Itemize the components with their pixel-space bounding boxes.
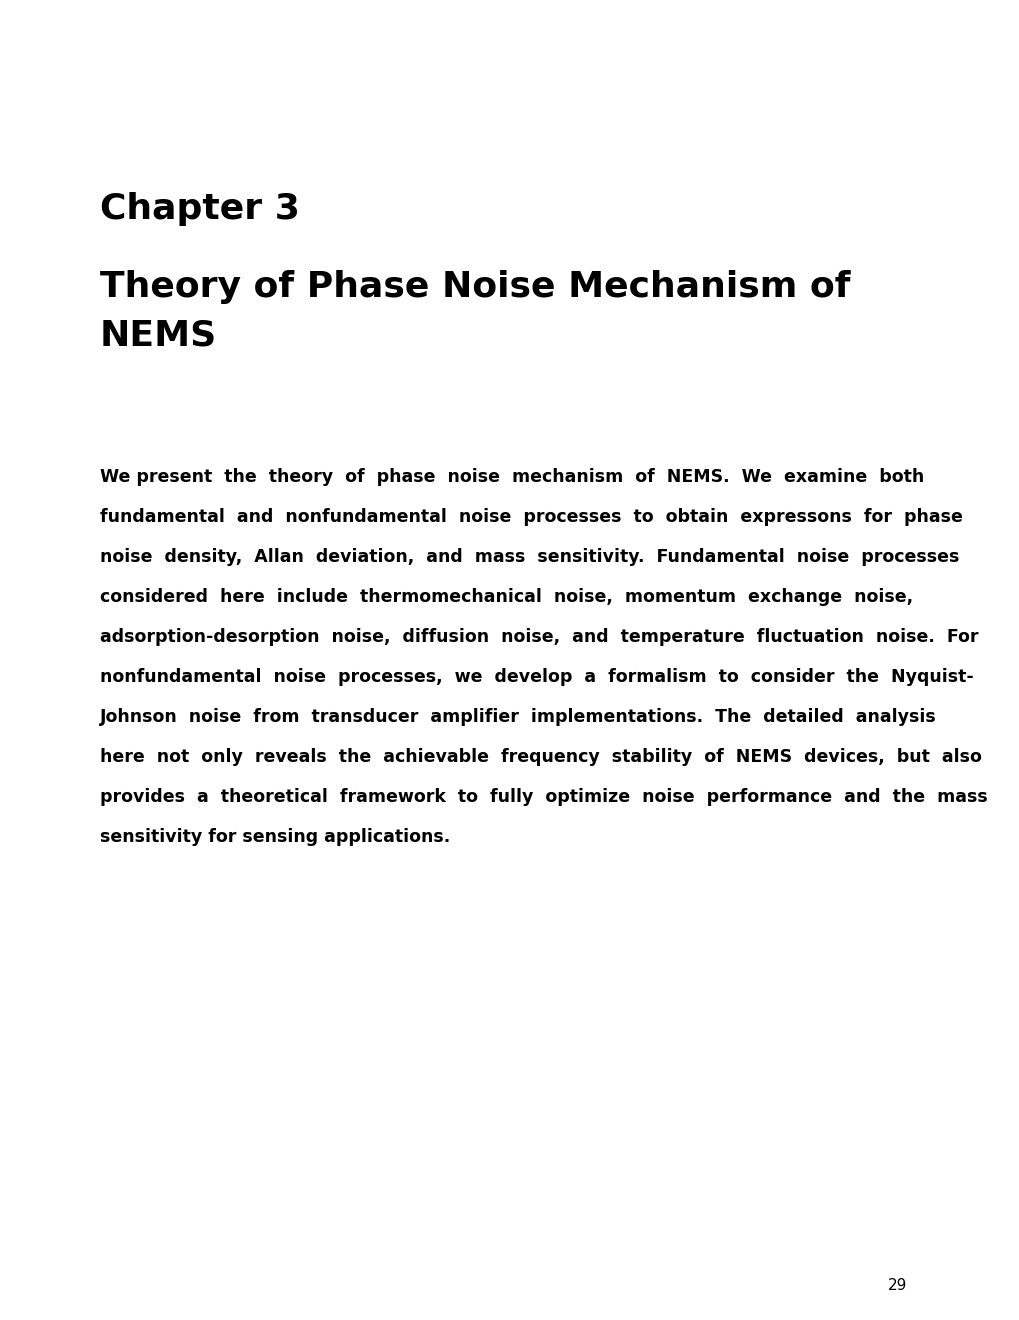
Text: 29: 29	[888, 1278, 907, 1294]
Text: fundamental  and  nonfundamental  noise  processes  to  obtain  expressons  for : fundamental and nonfundamental noise pro…	[100, 508, 962, 525]
Text: Theory of Phase Noise Mechanism of: Theory of Phase Noise Mechanism of	[100, 271, 850, 304]
Text: We present  the  theory  of  phase  noise  mechanism  of  NEMS.  We  examine  bo: We present the theory of phase noise mec…	[100, 469, 923, 486]
Text: considered  here  include  thermomechanical  noise,  momentum  exchange  noise,: considered here include thermomechanical…	[100, 587, 912, 606]
Text: adsorption-desorption  noise,  diffusion  noise,  and  temperature  fluctuation : adsorption-desorption noise, diffusion n…	[100, 628, 977, 645]
Text: here  not  only  reveals  the  achievable  frequency  stability  of  NEMS  devic: here not only reveals the achievable fre…	[100, 748, 981, 766]
Text: provides  a  theoretical  framework  to  fully  optimize  noise  performance  an: provides a theoretical framework to full…	[100, 788, 986, 807]
Text: nonfundamental  noise  processes,  we  develop  a  formalism  to  consider  the : nonfundamental noise processes, we devel…	[100, 668, 973, 686]
Text: Johnson  noise  from  transducer  amplifier  implementations.  The  detailed  an: Johnson noise from transducer amplifier …	[100, 708, 935, 726]
Text: noise  density,  Allan  deviation,  and  mass  sensitivity.  Fundamental  noise : noise density, Allan deviation, and mass…	[100, 548, 959, 566]
Text: sensitivity for sensing applications.: sensitivity for sensing applications.	[100, 828, 449, 846]
Text: NEMS: NEMS	[100, 318, 217, 352]
Text: Chapter 3: Chapter 3	[100, 191, 300, 226]
